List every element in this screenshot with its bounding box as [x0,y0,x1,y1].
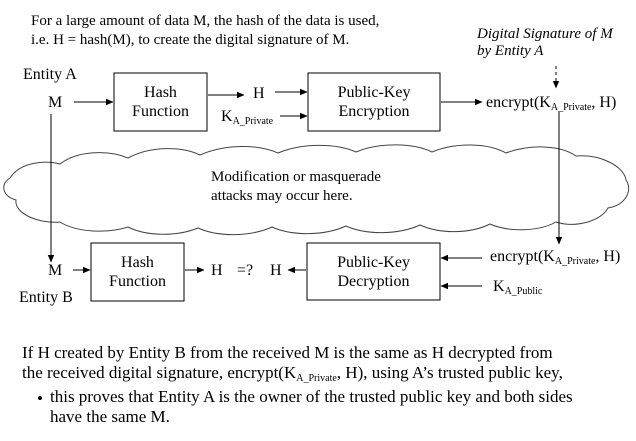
hash-function-box-bottom [90,242,185,302]
hash-function-box-top [113,72,208,132]
compare-symbol: =? [237,262,254,279]
bullet-line-1: this proves that Entity A is the owner o… [50,387,573,406]
signature-label-line-2: by Entity A [477,43,544,59]
encryption-label: Public-Key Encryption [337,84,411,120]
hash-h-top: H [253,85,265,102]
encrypt-result-label: encrypt(KA_Private, H) [486,94,617,113]
hash-h-computed: H [211,262,223,279]
hash-function-label-top: Hash Function [132,84,189,120]
attack-cloud-shape [3,144,630,236]
cloud-text: Modification or masquerade attacks may oc… [211,169,381,204]
decryption-label: Public-Key Decryption [337,254,410,290]
entity-a-label: Entity A [23,66,77,83]
received-signature-label: encrypt(KA_Private, H) [490,248,621,267]
hash-h-decrypted: H [270,262,282,279]
decryption-box [306,242,441,301]
explanation-line-1: If H created by Entity B from the receiv… [22,343,553,362]
private-key-label: KA_Private [221,108,274,127]
bullet-line-2: have the same M. [50,407,170,426]
entity-b-label: Entity B [19,289,73,306]
intro-line-1: For a large amount of data M, the hash o… [31,13,380,29]
explanation-line-2: the received digital signature, encrypt(… [22,363,563,384]
hash-function-label-bottom: Hash Function [109,254,166,290]
message-m-top: M [48,94,63,111]
message-m-bottom: M [48,262,63,279]
intro-line-2: i.e. H = hash(M), to create the digital … [31,32,350,48]
bullet-marker: • [37,389,43,408]
public-key-label: KA_Public [493,278,543,297]
signature-label-line-1: Digital Signature of M [477,26,613,42]
encryption-box [307,72,441,132]
